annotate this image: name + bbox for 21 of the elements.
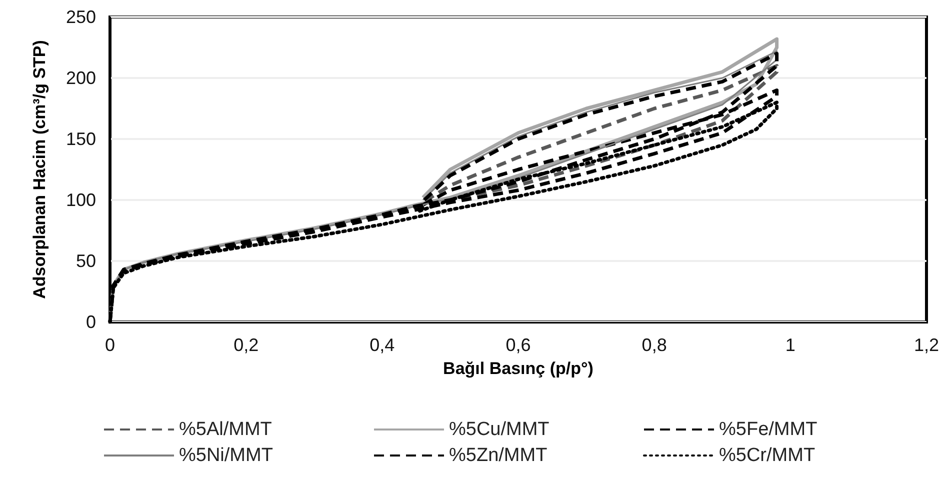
x-tick-label: 0 (104, 335, 116, 355)
x-tick-label: 0,2 (234, 335, 259, 355)
y-tick-label: 100 (66, 190, 96, 210)
y-axis-title: Adsorplanan Hacim (cm³/g STP) (30, 40, 49, 299)
legend-label: %5Ni/MMT (179, 445, 274, 466)
x-tick-label: 0,4 (370, 335, 395, 355)
x-tick-label: 1,2 (914, 335, 940, 355)
x-axis-title: Bağıl Basınç (p/p°) (443, 359, 594, 378)
x-tick-label: 1 (785, 335, 796, 355)
x-tick-label: 0,6 (506, 335, 531, 355)
x-tick-label: 0,8 (642, 335, 667, 355)
legend-label: %5Fe/MMT (719, 419, 818, 440)
legend-label: %5Al/MMT (179, 419, 272, 440)
legend-label: %5Cu/MMT (449, 419, 550, 440)
legend-label: %5Cr/MMT (719, 445, 816, 466)
y-tick-label: 50 (76, 251, 96, 271)
y-tick-label: 150 (66, 129, 96, 149)
legend-label: %5Zn/MMT (449, 445, 548, 466)
y-tick-label: 0 (86, 312, 96, 332)
y-tick-label: 250 (66, 7, 96, 27)
y-tick-label: 200 (66, 68, 96, 88)
